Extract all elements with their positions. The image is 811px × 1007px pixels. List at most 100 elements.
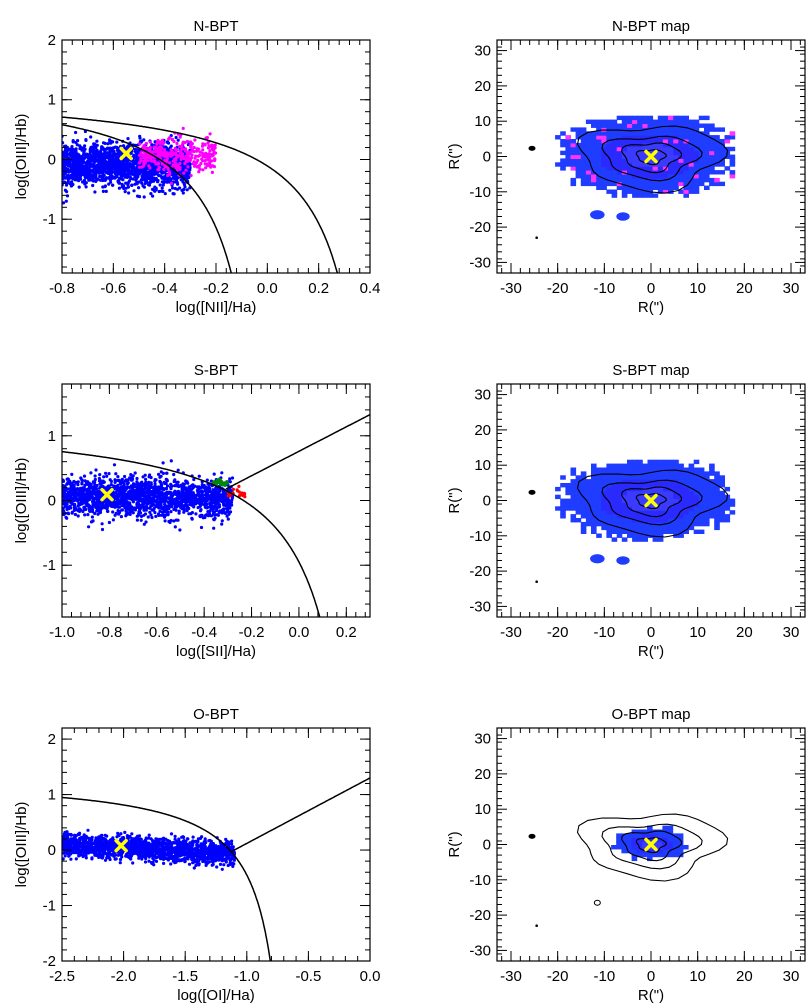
data-point: [107, 472, 111, 476]
data-point: [123, 163, 127, 167]
data-point: [162, 154, 167, 158]
data-point: [113, 169, 117, 173]
data-point: [164, 487, 168, 491]
data-point: [91, 498, 96, 502]
data-point: [226, 517, 230, 521]
data-point: [86, 480, 90, 484]
data-point: [207, 152, 211, 156]
data-point: [163, 519, 167, 523]
data-point: [104, 486, 108, 490]
data-point: [222, 863, 226, 867]
data-point: [143, 487, 147, 491]
data-point: [203, 162, 207, 166]
data-point: [109, 479, 113, 483]
data-point: [86, 176, 90, 180]
data-point: [74, 481, 78, 485]
data-point: [63, 153, 67, 157]
data-point: [137, 513, 141, 517]
data-point: [105, 509, 110, 513]
data-point: [115, 156, 119, 160]
data-point: [166, 512, 170, 516]
data-point: [194, 512, 198, 516]
data-point: [219, 499, 223, 503]
data-point: [180, 188, 184, 192]
data-point: [100, 154, 104, 158]
data-point: [168, 177, 172, 181]
data-point: [164, 492, 168, 497]
data-point: [225, 480, 229, 484]
data-point: [175, 484, 179, 488]
data-point: [148, 506, 152, 510]
data-point: [131, 482, 136, 486]
data-point: [200, 159, 205, 163]
data-point: [86, 513, 90, 517]
data-point: [64, 199, 68, 203]
data-point: [81, 509, 85, 514]
data-point: [124, 497, 128, 501]
data-point: [184, 168, 188, 172]
data-point: [205, 502, 209, 506]
data-point: [79, 508, 83, 512]
data-point: [221, 499, 225, 503]
data-point: [116, 151, 120, 155]
data-point: [128, 501, 132, 505]
data-point: [146, 153, 150, 157]
data-point: [169, 510, 173, 514]
data-point: [62, 201, 66, 205]
data-point: [154, 478, 158, 482]
data-point: [194, 494, 198, 498]
data-point: [65, 190, 69, 194]
data-point: [114, 174, 119, 178]
data-point: [110, 158, 114, 162]
data-point: [65, 152, 70, 156]
data-point: [180, 152, 185, 156]
data-point: [165, 159, 169, 163]
data-point: [73, 175, 77, 179]
data-point: [107, 520, 111, 525]
data-point: [147, 859, 151, 863]
data-point: [71, 490, 76, 494]
data-point: [174, 135, 178, 140]
data-point: [139, 165, 143, 169]
data-point: [115, 500, 119, 504]
x-tick-label: 0.0: [257, 280, 278, 297]
data-point: [190, 517, 194, 521]
data-point: [64, 144, 68, 148]
data-point: [172, 507, 176, 511]
data-point: [130, 183, 134, 187]
data-point: [178, 528, 182, 532]
scatter-points: [62, 828, 236, 871]
y-tick-label: -1: [43, 211, 56, 228]
data-point: [186, 165, 190, 169]
demarcation-line: [62, 116, 339, 273]
data-point: [123, 173, 127, 177]
x-tick-label: 0.0: [288, 624, 309, 641]
data-point: [93, 190, 97, 194]
data-point: [167, 506, 171, 511]
data-point: [82, 506, 86, 510]
data-point: [215, 865, 219, 869]
data-point: [119, 515, 123, 519]
data-point: [87, 490, 91, 494]
data-point: [122, 500, 127, 504]
data-point: [213, 498, 217, 503]
data-point: [143, 512, 148, 516]
data-point: [201, 142, 205, 146]
data-point: [213, 516, 217, 520]
panel-title: N-BPT: [194, 18, 239, 35]
data-point: [181, 140, 185, 144]
data-point: [108, 502, 112, 506]
data-point: [243, 495, 247, 499]
data-point: [169, 459, 173, 463]
nucleus-marker: [119, 146, 133, 161]
data-point: [188, 487, 192, 491]
data-point: [107, 158, 112, 162]
data-point: [93, 142, 97, 146]
data-point: [111, 518, 115, 522]
data-point: [204, 153, 208, 158]
data-point: [230, 476, 235, 480]
data-point: [131, 485, 136, 489]
data-point: [136, 493, 140, 497]
data-point: [88, 148, 92, 152]
data-point: [103, 141, 107, 145]
